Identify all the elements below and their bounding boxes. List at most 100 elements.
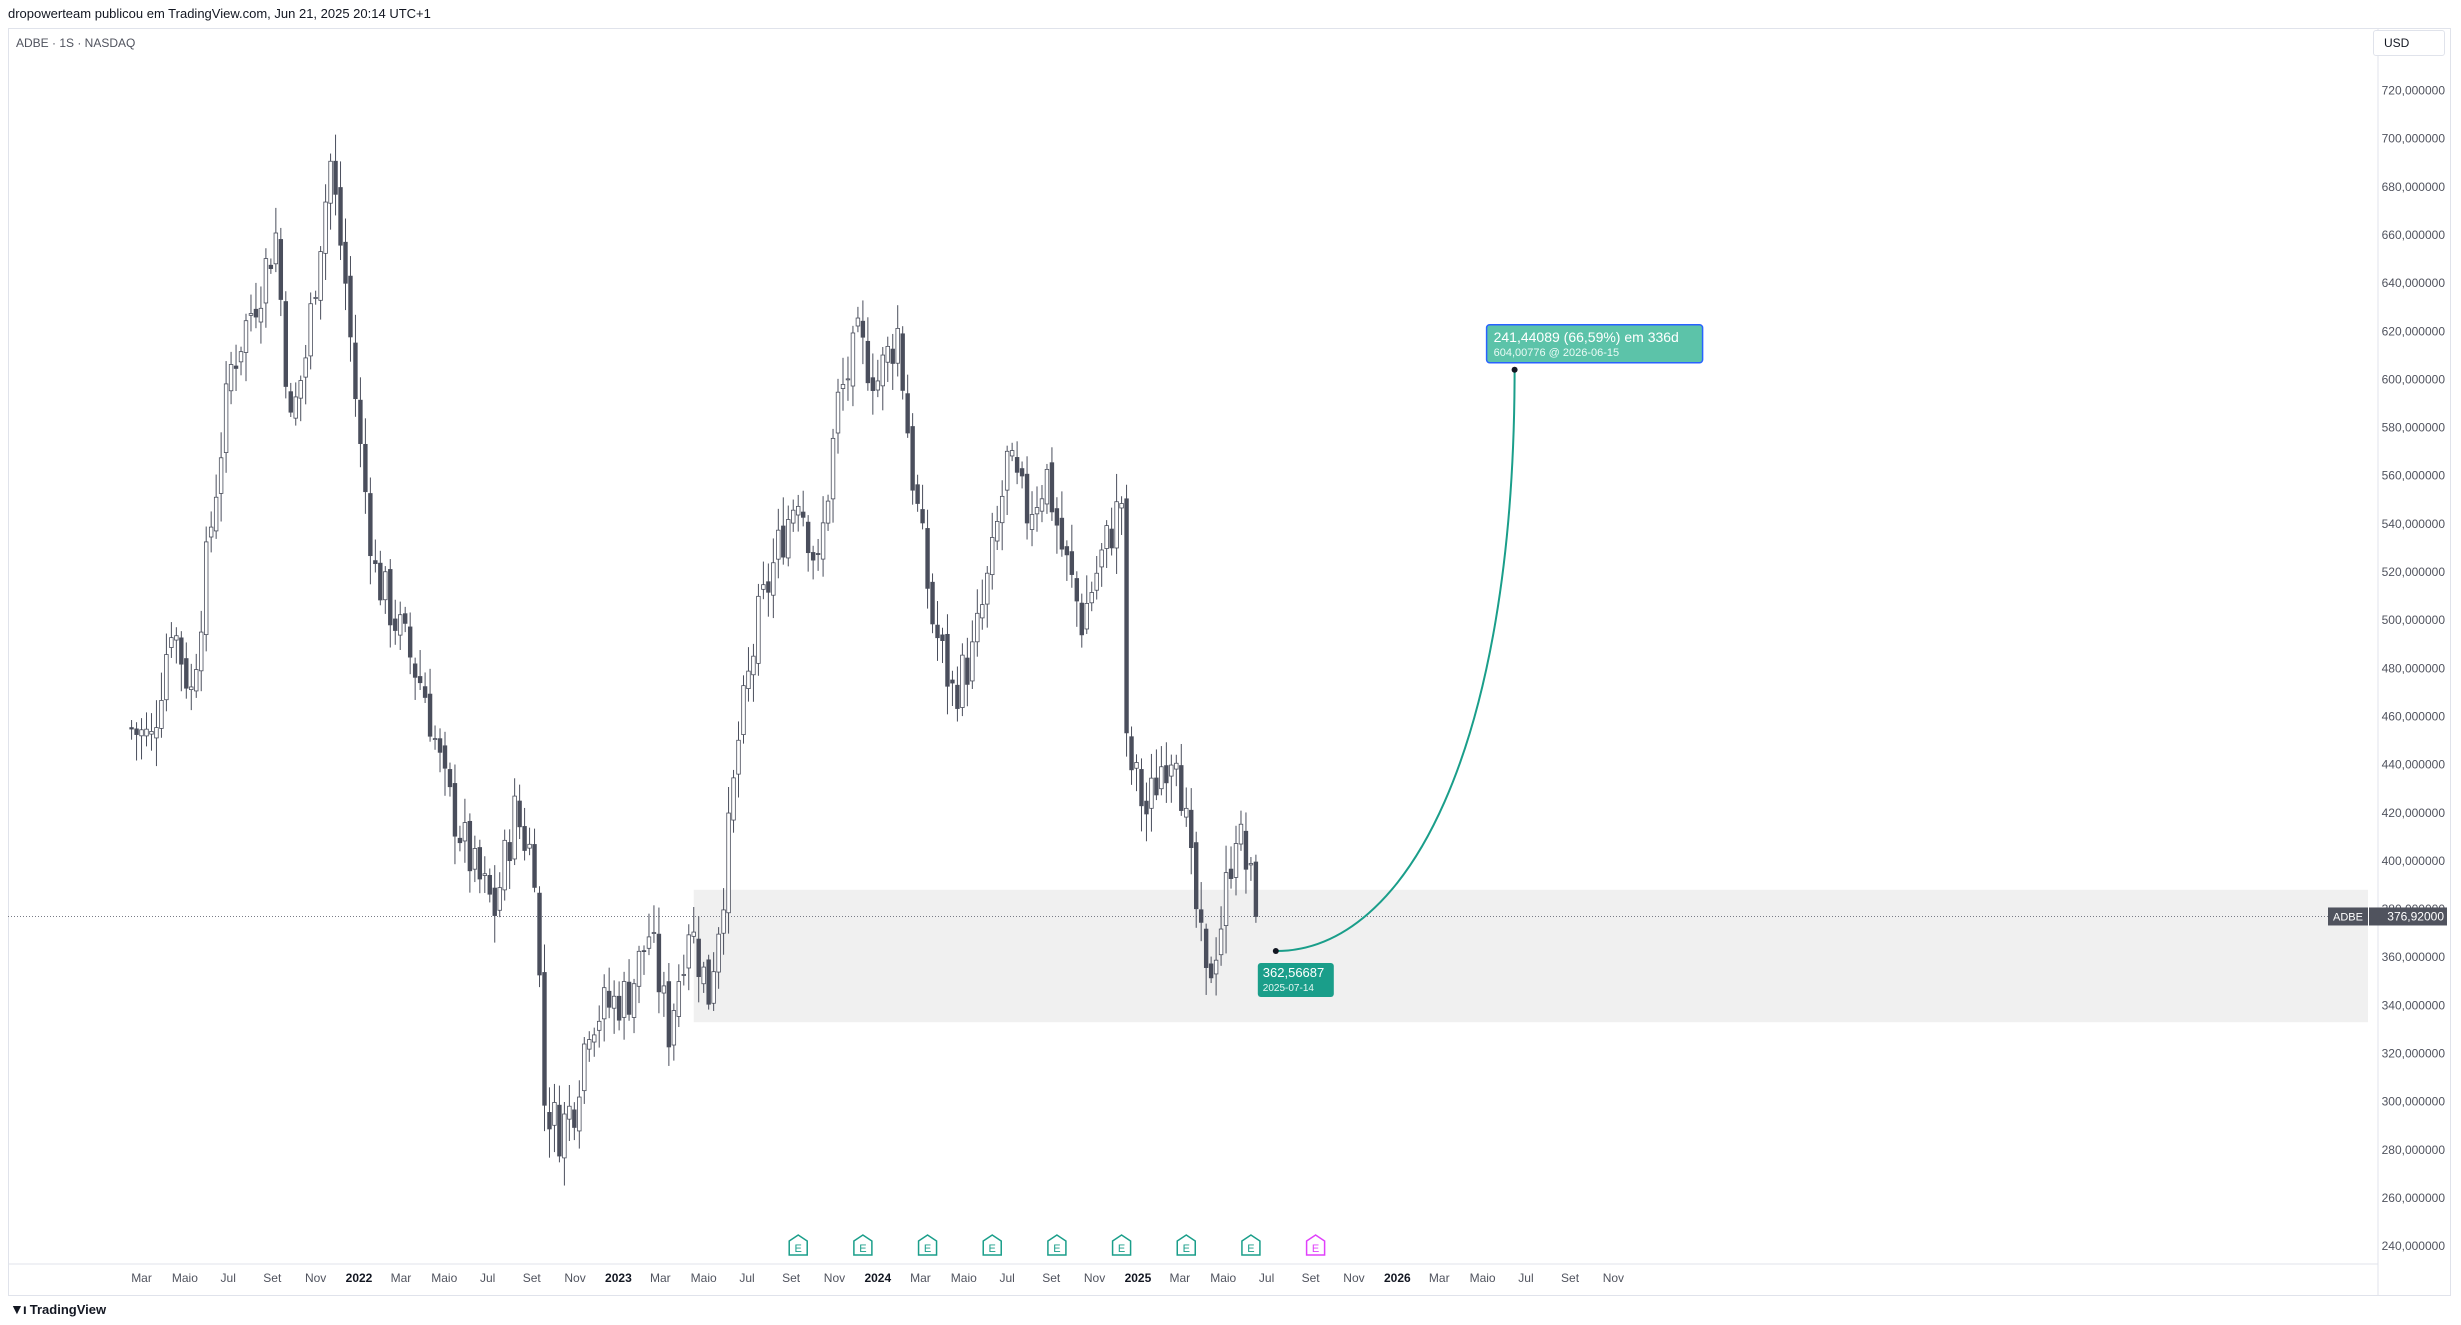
candle-body [537, 892, 542, 976]
projection-end-point [1511, 366, 1518, 373]
candle-body [353, 342, 358, 400]
candle-body [542, 972, 547, 1106]
candle-body [412, 663, 418, 678]
symbol-info: ADBE · 1S · NASDAQ [16, 36, 136, 50]
tradingview-logo-icon: ▼ı [10, 1301, 27, 1317]
candle-body [492, 887, 497, 916]
candle-body [975, 612, 980, 643]
candle-body [134, 728, 139, 735]
candle-body [1228, 868, 1234, 879]
time-tick-label: Maio [951, 1271, 977, 1285]
time-tick-label: Set [263, 1271, 282, 1285]
candle-body [800, 511, 806, 518]
candle-body [1253, 861, 1259, 917]
candle-body [194, 669, 199, 692]
candle-body [1129, 736, 1134, 771]
candle-body [990, 537, 995, 576]
candle-body [164, 654, 169, 701]
projection-start-price: 362,56687 [1263, 965, 1324, 980]
candle-body [1174, 762, 1179, 770]
candle-body [985, 572, 990, 605]
candle-body [1054, 508, 1060, 526]
candle-body [955, 684, 960, 709]
candle-body [477, 847, 483, 880]
candle-body [1064, 546, 1070, 556]
projection-layer: 362,56687 2025-07-14 241,44089 (66,59%) em… [1257, 324, 1704, 998]
candle-body [631, 983, 637, 1018]
candle-body [761, 584, 766, 590]
time-tick-label: Mar [1429, 1271, 1450, 1285]
candle-body [467, 820, 473, 872]
candle-body [1109, 528, 1114, 549]
candle-body [681, 974, 686, 976]
candle-body [378, 562, 383, 601]
candle-body [1139, 769, 1144, 807]
candle-body [199, 631, 204, 672]
candle-body [1019, 468, 1025, 477]
candle-body [527, 843, 532, 849]
candle-body [144, 728, 149, 737]
candle-body [293, 396, 298, 419]
candle-body [457, 837, 463, 844]
chart-pane[interactable] [8, 28, 2451, 1296]
candle-body [184, 658, 189, 689]
time-tick-label: Set [1561, 1271, 1580, 1285]
candle-body [671, 1010, 677, 1046]
candle-body [223, 383, 229, 453]
candle-body [606, 990, 612, 1008]
candle-body [258, 307, 264, 323]
price-tick-label: 560,000000 [2382, 469, 2446, 483]
candle-body [1049, 462, 1055, 513]
candle-body [646, 936, 652, 949]
candle-body [1039, 498, 1045, 512]
candle-body [179, 637, 184, 665]
candle-body [641, 950, 647, 953]
earnings-marker-label: E [795, 1243, 802, 1255]
candle-body [1238, 823, 1244, 845]
time-tick-label: Jul [221, 1271, 236, 1285]
price-tick-label: 600,000000 [2382, 372, 2446, 386]
candle-body [771, 562, 776, 596]
time-tick-label: Jul [739, 1271, 754, 1285]
price-tick-label: 320,000000 [2382, 1047, 2446, 1061]
price-axis[interactable]: 240,000000 260,000000 280,000000 300,000000… [2328, 28, 2447, 1295]
time-tick-label: 2026 [1384, 1271, 1411, 1285]
candle-body [731, 777, 736, 821]
publish-header: dropowerteam publicou em TradingView.com… [8, 6, 431, 21]
candle-body [154, 727, 159, 739]
candle-body [786, 519, 791, 559]
earnings-marker [853, 1234, 873, 1256]
time-tick-label: 2025 [1125, 1271, 1152, 1285]
earnings-marker-label: E [1053, 1243, 1060, 1255]
candle-body [303, 357, 308, 378]
candle-body [174, 635, 179, 641]
candle-body [343, 241, 348, 284]
candle-body [766, 581, 771, 593]
price-tick-label: 240,000000 [2382, 1239, 2446, 1253]
tradingview-logo[interactable]: ▼ı TradingView [10, 1301, 106, 1317]
price-tick-label: 360,000000 [2382, 950, 2446, 964]
candle-body [427, 693, 433, 737]
candle-body [393, 618, 398, 631]
candle-body [726, 812, 731, 914]
candle-body [402, 613, 408, 624]
earnings-marker-label: E [1312, 1243, 1319, 1255]
time-tick-label: Jul [480, 1271, 495, 1285]
currency-selector[interactable]: USD [2373, 30, 2445, 56]
tradingview-logo-text: TradingView [29, 1301, 107, 1317]
candle-body [313, 297, 318, 299]
candle-body [810, 552, 816, 561]
candle-body [970, 641, 975, 682]
current-price-symbol-tag [2328, 907, 2368, 926]
candle-body [1094, 572, 1099, 591]
candle-body [373, 560, 378, 565]
time-axis[interactable]: Mar Maio Jul Set Nov 2022 Mar Maio Jul Set Nov 2023… [8, 1263, 2378, 1285]
candle-body [363, 443, 368, 493]
candle-body [169, 637, 174, 648]
candle-body [1248, 863, 1254, 866]
price-tick-label: 640,000000 [2382, 276, 2446, 290]
price-tick-label: 660,000000 [2382, 228, 2446, 242]
candle-body [432, 738, 438, 740]
projection-target-label: 604,00776 @ 2026-06-15 [1494, 347, 1620, 359]
